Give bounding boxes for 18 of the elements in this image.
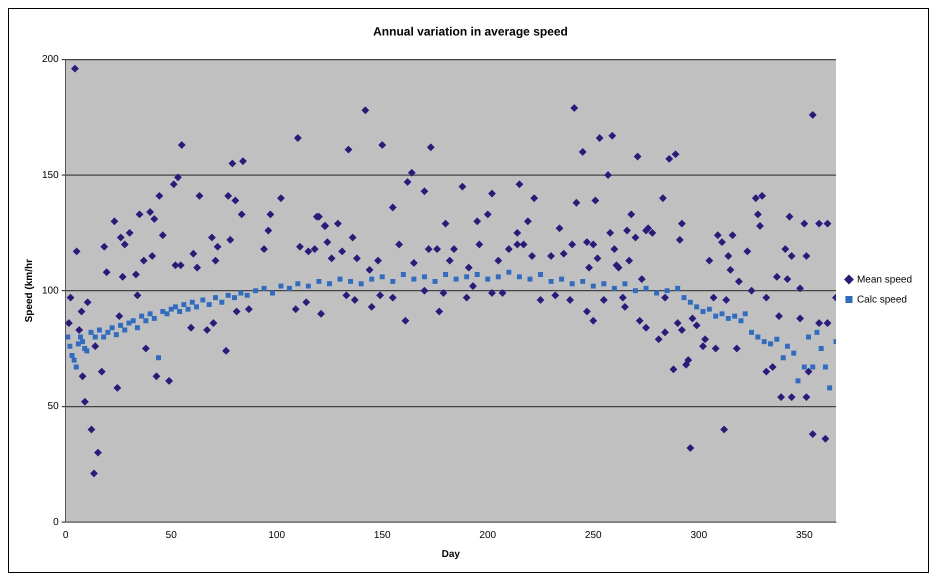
y-tick-label: 200 [42, 54, 60, 66]
x-tick-label: 100 [268, 530, 286, 541]
x-tick-label: 350 [796, 530, 814, 541]
x-tick-label: 200 [479, 530, 497, 541]
y-tick-label: 0 [53, 516, 60, 528]
x-tick-label: 50 [166, 530, 178, 541]
y-axis-title: Speed (km/hr [24, 258, 35, 322]
y-tick-label: 100 [42, 285, 60, 296]
legend-label: Mean speed [856, 274, 912, 286]
x-tick-label: 250 [584, 530, 602, 541]
x-tick-label: 0 [62, 530, 69, 541]
legend-label: Calc speed [856, 294, 907, 306]
y-tick-label: 50 [48, 401, 60, 412]
chart-title: Annual variation in average speed [373, 24, 568, 39]
y-tick-label: 150 [42, 170, 60, 181]
x-axis-title: Day [442, 548, 460, 560]
x-tick-label: 300 [690, 530, 708, 541]
x-tick-label: 150 [374, 530, 392, 541]
